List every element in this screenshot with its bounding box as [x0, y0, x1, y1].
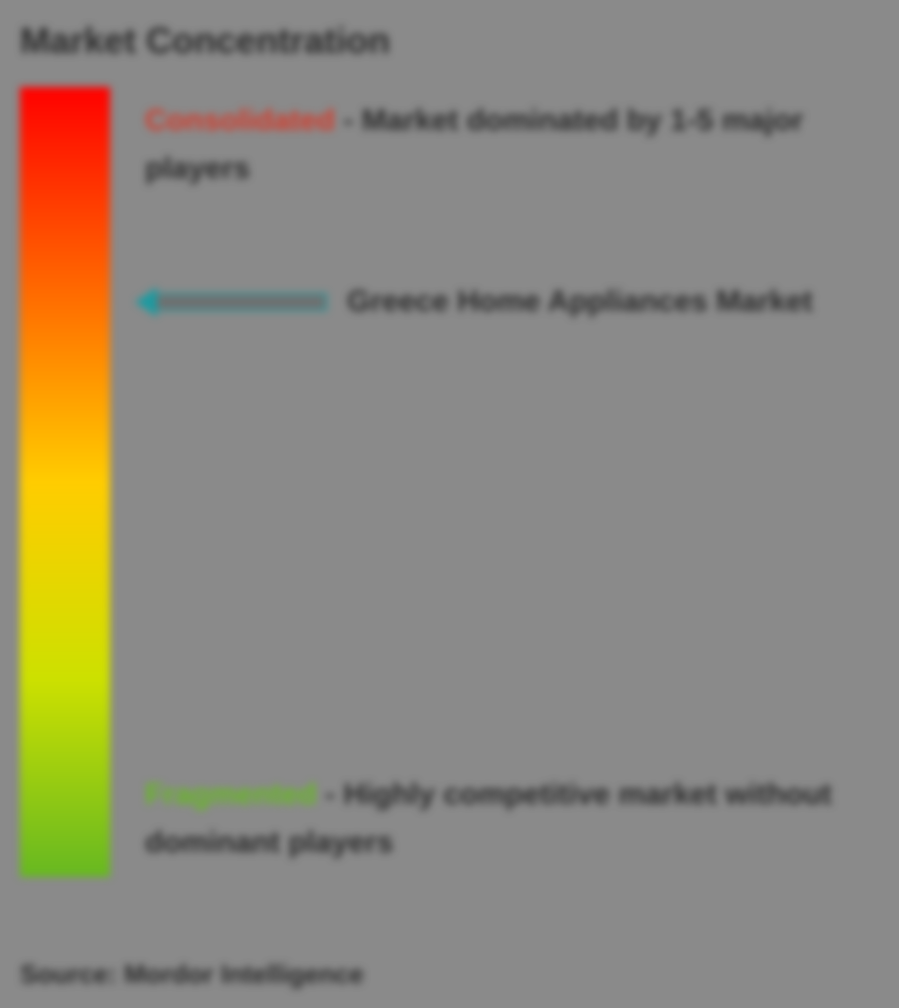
- labels-area: Consolidated - Market dominated by 1-5 m…: [110, 87, 879, 887]
- fragmented-highlight: Fragmented: [145, 778, 317, 811]
- arrow-body: [157, 293, 327, 311]
- marker-label: Greece Home Appliances Market: [347, 285, 813, 319]
- market-marker: Greece Home Appliances Market: [135, 285, 813, 319]
- chart-title: Market Concentration: [20, 20, 879, 62]
- arrow-icon: [135, 287, 327, 317]
- consolidated-highlight: Consolidated: [145, 104, 335, 137]
- source-attribution: Source: Mordor Intelligence: [20, 959, 364, 990]
- fragmented-label: Fragmented - Highly competitive market w…: [145, 771, 869, 867]
- concentration-gradient-bar: [20, 87, 110, 877]
- arrow-head: [135, 287, 157, 317]
- chart-container: Market Concentration Consolidated - Mark…: [0, 0, 899, 1008]
- chart-area: Consolidated - Market dominated by 1-5 m…: [20, 87, 879, 887]
- consolidated-label: Consolidated - Market dominated by 1-5 m…: [145, 97, 869, 193]
